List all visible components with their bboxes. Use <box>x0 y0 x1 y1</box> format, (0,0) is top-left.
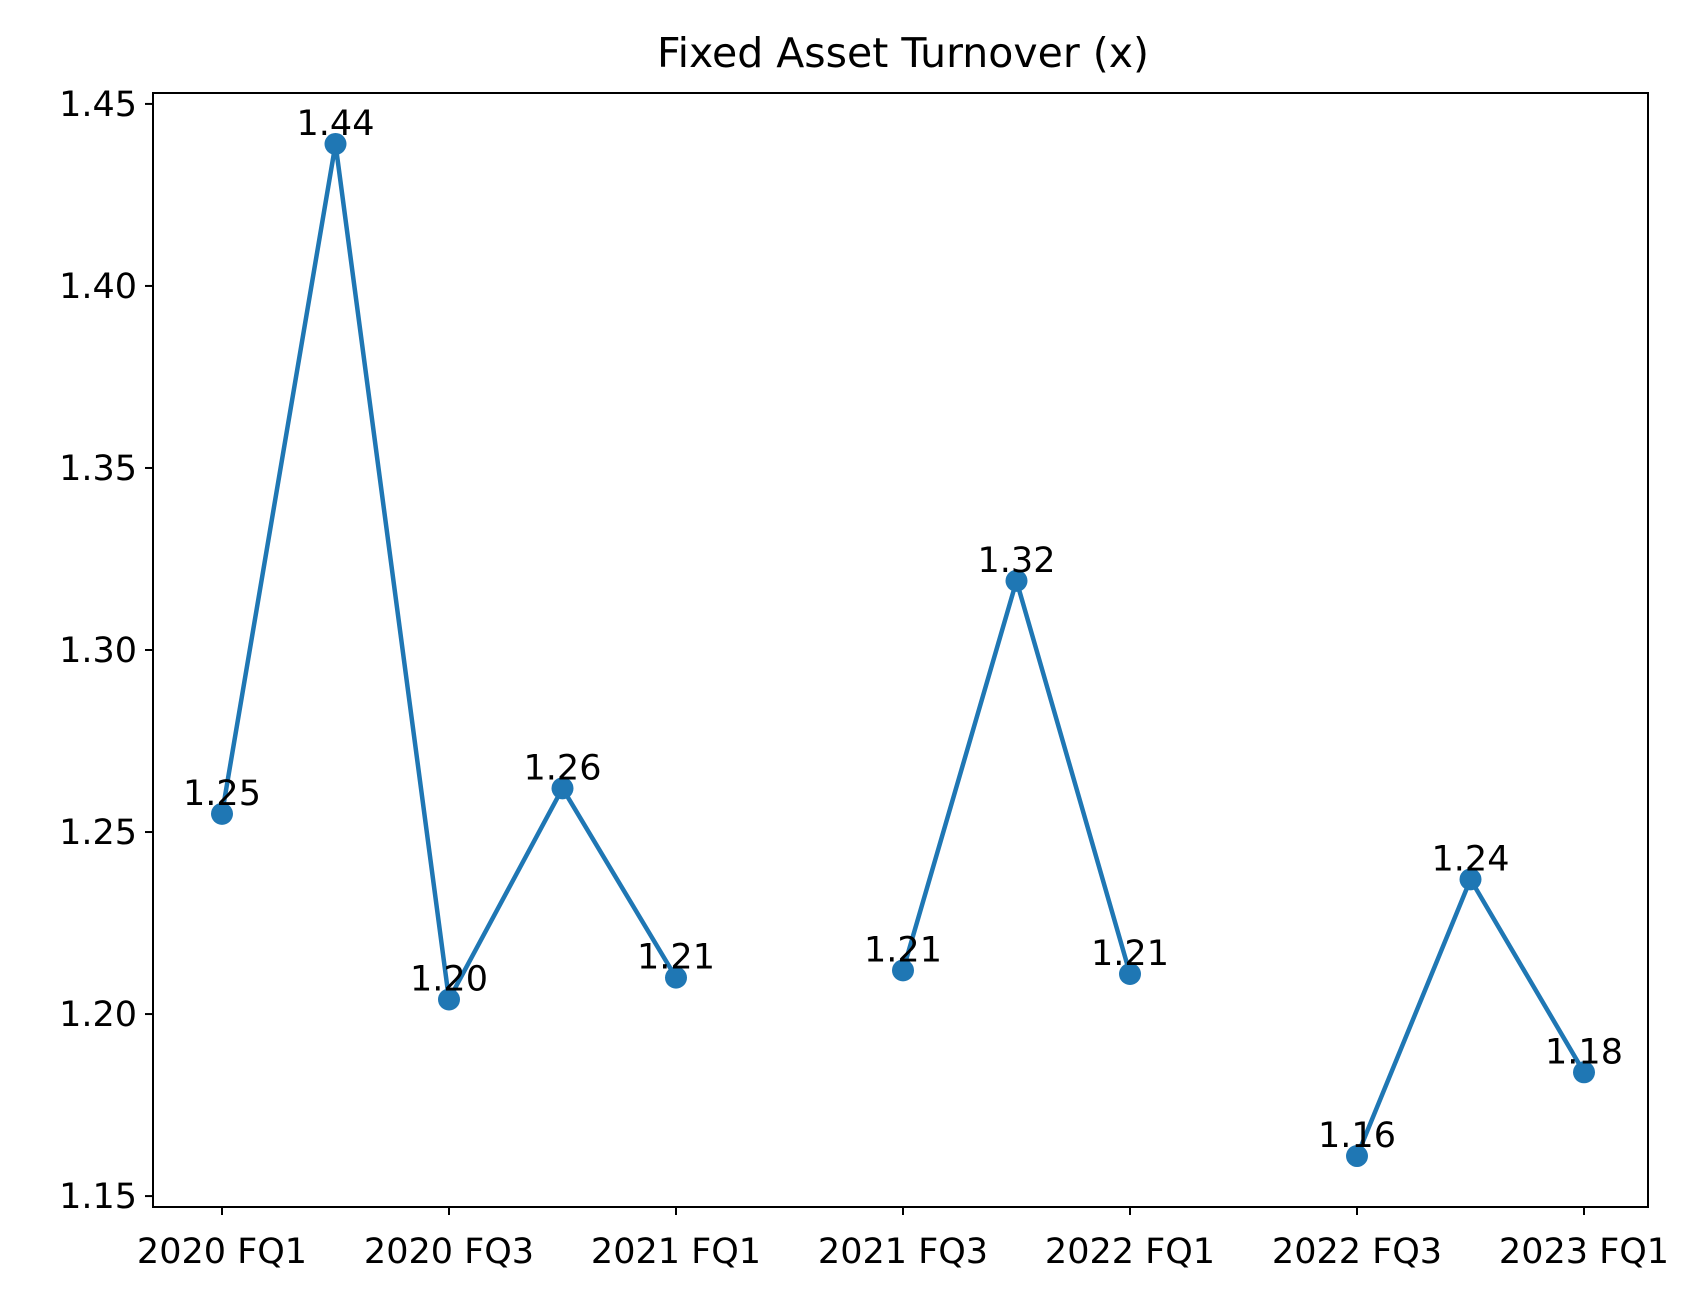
x-tick-label: 2021 FQ1 <box>591 1232 761 1272</box>
axes: 1.15 1.20 1.25 1.30 1.35 1.40 1.45 2020 FQ1 2020… <box>59 85 1669 1272</box>
data-point <box>1573 1061 1595 1084</box>
data-label: 1.20 <box>410 959 488 999</box>
series-line-segment <box>900 578 1133 977</box>
data-point <box>1346 1145 1368 1168</box>
data-label: 1.25 <box>183 774 261 814</box>
series-points <box>211 132 1595 1168</box>
data-labels: 1.25 1.44 1.20 1.26 1.21 1.21 1.32 1.21 1.16 1.24… <box>183 104 1623 1156</box>
data-point <box>665 966 687 989</box>
y-tick-label: 1.45 <box>59 85 137 125</box>
series-line-segment <box>1354 877 1587 1159</box>
data-label: 1.24 <box>1432 839 1510 879</box>
data-label: 1.21 <box>1091 934 1169 974</box>
data-point <box>1119 963 1141 986</box>
data-point <box>438 988 460 1011</box>
data-label: 1.21 <box>637 938 715 978</box>
series-line-segment <box>219 141 679 1002</box>
data-point <box>551 777 574 800</box>
y-tick-label: 1.20 <box>59 995 137 1035</box>
chart-title: Fixed Asset Turnover (x) <box>657 29 1149 77</box>
data-label: 1.18 <box>1545 1032 1623 1072</box>
y-tick-label: 1.25 <box>59 813 137 853</box>
x-tick-label: 2022 FQ3 <box>1272 1232 1442 1272</box>
x-tick-label: 2022 FQ1 <box>1045 1232 1215 1272</box>
x-tick-label: 2023 FQ1 <box>1499 1232 1669 1272</box>
data-label: 1.26 <box>524 748 602 788</box>
series-lines <box>219 141 1587 1159</box>
plot-frame <box>152 92 1649 1208</box>
x-tick-label: 2020 FQ3 <box>364 1232 534 1272</box>
y-tick-label: 1.35 <box>59 449 137 489</box>
data-label: 1.44 <box>297 104 375 144</box>
data-label: 1.21 <box>864 930 942 970</box>
data-point <box>1459 868 1482 891</box>
y-tick-label: 1.15 <box>59 1177 137 1217</box>
y-tick-label: 1.30 <box>59 631 137 671</box>
data-label: 1.32 <box>978 541 1056 581</box>
y-tick-label: 1.40 <box>59 267 137 307</box>
x-tick-label: 2021 FQ3 <box>818 1232 988 1272</box>
data-label: 1.16 <box>1318 1116 1396 1156</box>
data-point <box>211 802 233 825</box>
data-point <box>324 132 347 155</box>
data-point <box>1005 569 1028 592</box>
data-point <box>892 959 914 982</box>
x-tick-label: 2020 FQ1 <box>137 1232 307 1272</box>
